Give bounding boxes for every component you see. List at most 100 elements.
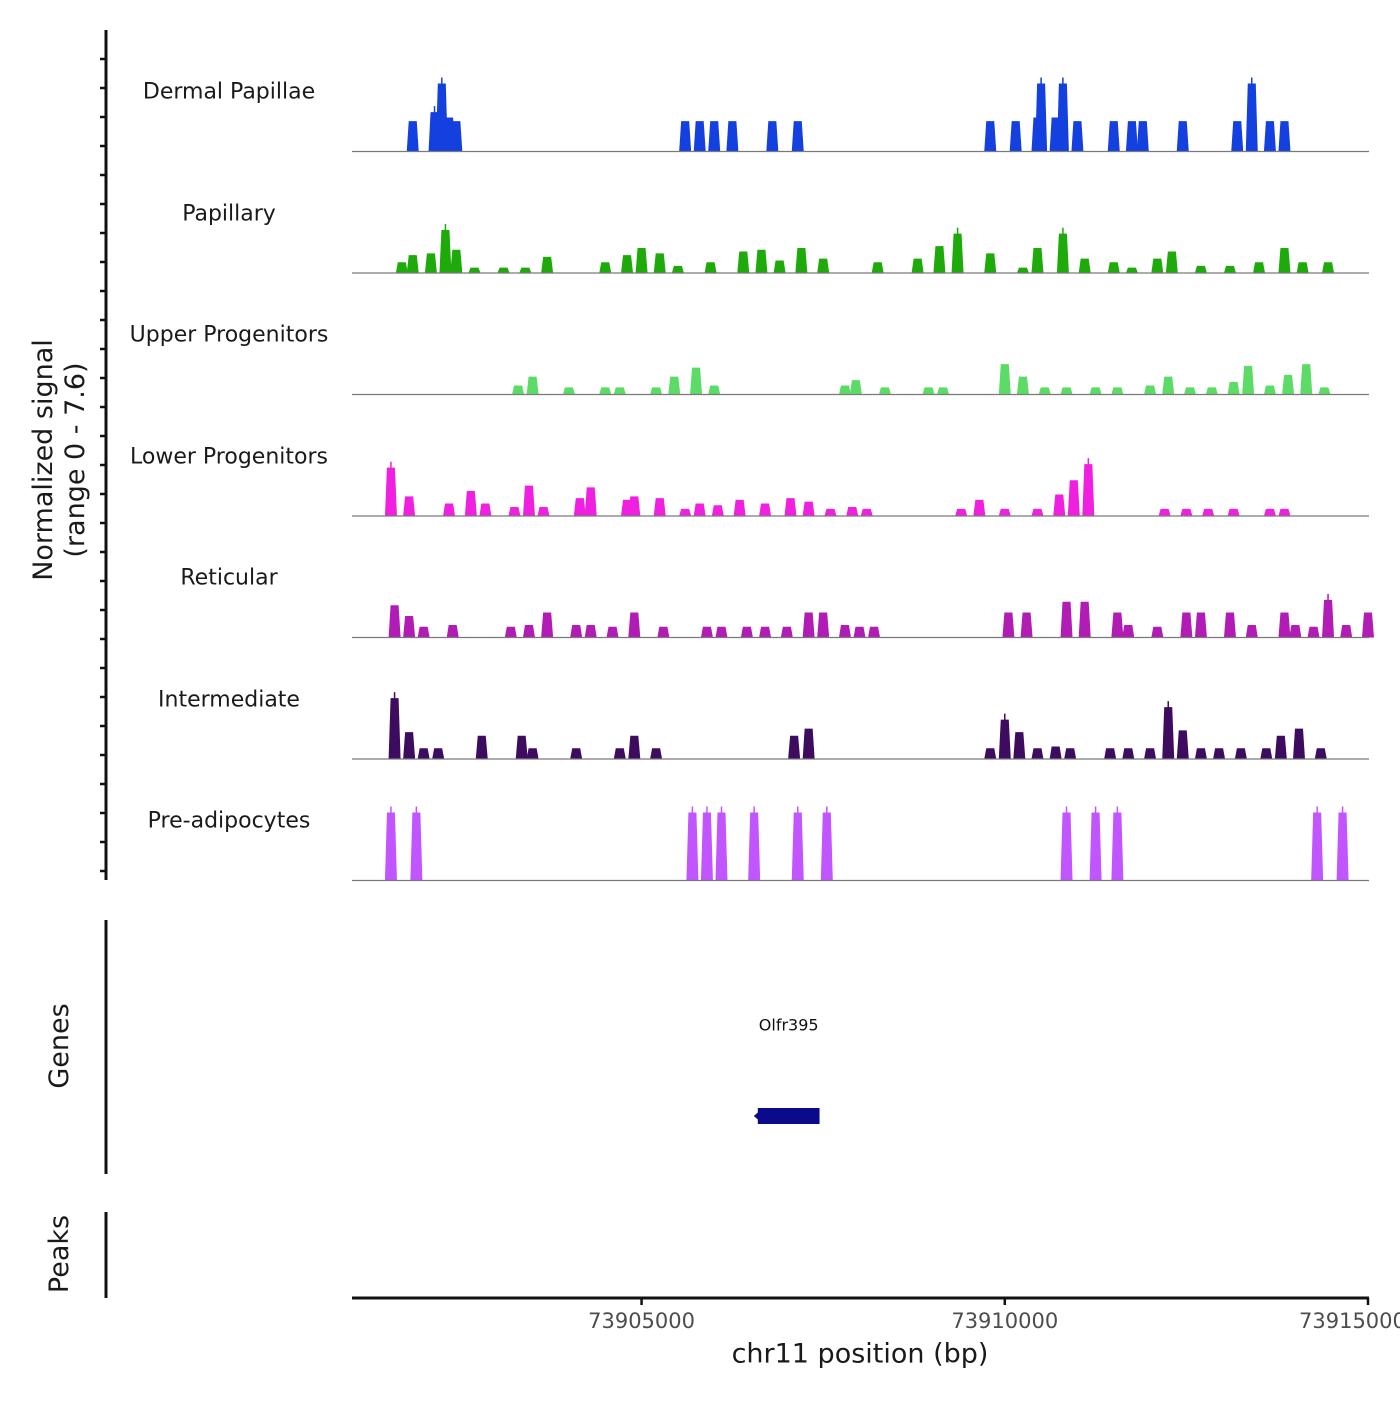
- signal-peak: [497, 267, 510, 273]
- track-label-5: Intermediate: [158, 687, 300, 712]
- signal-peak: [1242, 365, 1255, 395]
- track-label-1: Papillary: [182, 201, 276, 226]
- signal-peak: [1227, 381, 1240, 395]
- signal-peak: [388, 605, 401, 638]
- signal-peak: [1009, 121, 1022, 152]
- signal-peak: [541, 612, 554, 638]
- signal-peak: [679, 508, 692, 516]
- signal-peak: [526, 376, 539, 395]
- signal-peak: [704, 262, 717, 273]
- signal-peak: [679, 121, 692, 152]
- signal-peak: [773, 260, 786, 273]
- signal-peak: [515, 735, 528, 759]
- signal-peak: [853, 626, 866, 638]
- signal-peak: [846, 507, 859, 516]
- signal-peak: [740, 626, 753, 638]
- signal-peak: [653, 498, 666, 516]
- signal-peak: [464, 490, 477, 516]
- y-axis-title-main: Normalized signal: [28, 339, 59, 581]
- signal-peak: [479, 503, 492, 516]
- signal-peak: [700, 626, 713, 638]
- signal-peak: [1162, 376, 1175, 395]
- signal-peak: [911, 258, 924, 273]
- signal-peak: [650, 387, 663, 395]
- peaks-panel-title: Peaks: [44, 1214, 75, 1294]
- signal-peak: [512, 385, 525, 395]
- signal-peak: [628, 496, 641, 516]
- signal-peak: [984, 748, 997, 759]
- signal-peak: [1125, 267, 1138, 273]
- signal-peak: [450, 249, 463, 273]
- signal-peak: [526, 748, 539, 759]
- signal-peak: [1111, 387, 1124, 395]
- signal-peak: [922, 387, 935, 395]
- signal-peak: [737, 251, 750, 273]
- signal-peak: [1053, 494, 1066, 516]
- signal-peak: [1278, 612, 1291, 638]
- signal-peak: [1165, 251, 1178, 273]
- signal-peak: [508, 507, 521, 516]
- signal-peak: [1278, 508, 1291, 516]
- signal-peak: [726, 121, 739, 152]
- signal-peak: [1176, 121, 1189, 152]
- signal-peak: [1136, 121, 1149, 152]
- signal-peak: [1078, 258, 1091, 273]
- signal-peak: [1234, 748, 1247, 759]
- signal-peak: [621, 255, 634, 273]
- signal-peak: [824, 508, 837, 516]
- track-label-4: Reticular: [180, 565, 278, 591]
- x-tick-label: 73910000: [951, 1309, 1059, 1333]
- signal-peak: [838, 385, 851, 395]
- signal-peak: [1282, 374, 1295, 395]
- signal-peak: [755, 249, 768, 273]
- signal-peak: [519, 267, 532, 273]
- signal-peak: [860, 508, 873, 516]
- signal-peak: [984, 121, 997, 152]
- signal-peak: [1260, 748, 1273, 759]
- signal-peak: [1231, 121, 1244, 152]
- signal-peak: [1300, 364, 1313, 395]
- x-axis-title: chr11 position (bp): [731, 1338, 989, 1370]
- signal-peak: [1122, 748, 1135, 759]
- signal-peak: [1013, 732, 1026, 759]
- signal-peak: [403, 496, 416, 516]
- gene-body[interactable]: [757, 1108, 820, 1124]
- signal-peak: [1176, 730, 1189, 759]
- signal-peak: [1227, 508, 1240, 516]
- signal-peak: [1089, 387, 1102, 395]
- signal-peak: [613, 387, 626, 395]
- signal-peak: [1205, 387, 1218, 395]
- signal-peak: [406, 255, 419, 273]
- signal-peak: [671, 265, 684, 273]
- signal-peak: [1104, 748, 1117, 759]
- signal-peak: [537, 507, 550, 516]
- signal-peak: [443, 503, 456, 516]
- signal-peak: [690, 367, 703, 395]
- signal-peak: [468, 267, 481, 273]
- gene-strand-arrow: [753, 1110, 761, 1122]
- track-label-2: Upper Progenitors: [129, 322, 329, 348]
- signal-peak: [424, 253, 437, 273]
- signal-peak: [1180, 612, 1193, 638]
- signal-peak: [998, 508, 1011, 516]
- signal-peak: [759, 626, 772, 638]
- signal-peak: [1318, 387, 1331, 395]
- signal-peak: [1031, 748, 1044, 759]
- signal-peak: [1223, 612, 1236, 638]
- signal-peak: [1078, 601, 1091, 638]
- signal-peak: [933, 246, 946, 273]
- signal-peak: [1263, 385, 1276, 395]
- signal-peak: [1122, 624, 1135, 638]
- signal-peak: [628, 735, 641, 759]
- signal-peak: [1202, 508, 1215, 516]
- signal-peak: [780, 626, 793, 638]
- signal-peak: [1060, 387, 1073, 395]
- signal-peak: [1194, 748, 1207, 759]
- signal-peak: [1278, 247, 1291, 273]
- signal-peak: [708, 121, 721, 152]
- signal-peak: [450, 121, 463, 152]
- signal-peak: [1016, 267, 1029, 273]
- signal-peak: [1274, 735, 1287, 759]
- signal-peak: [711, 505, 724, 516]
